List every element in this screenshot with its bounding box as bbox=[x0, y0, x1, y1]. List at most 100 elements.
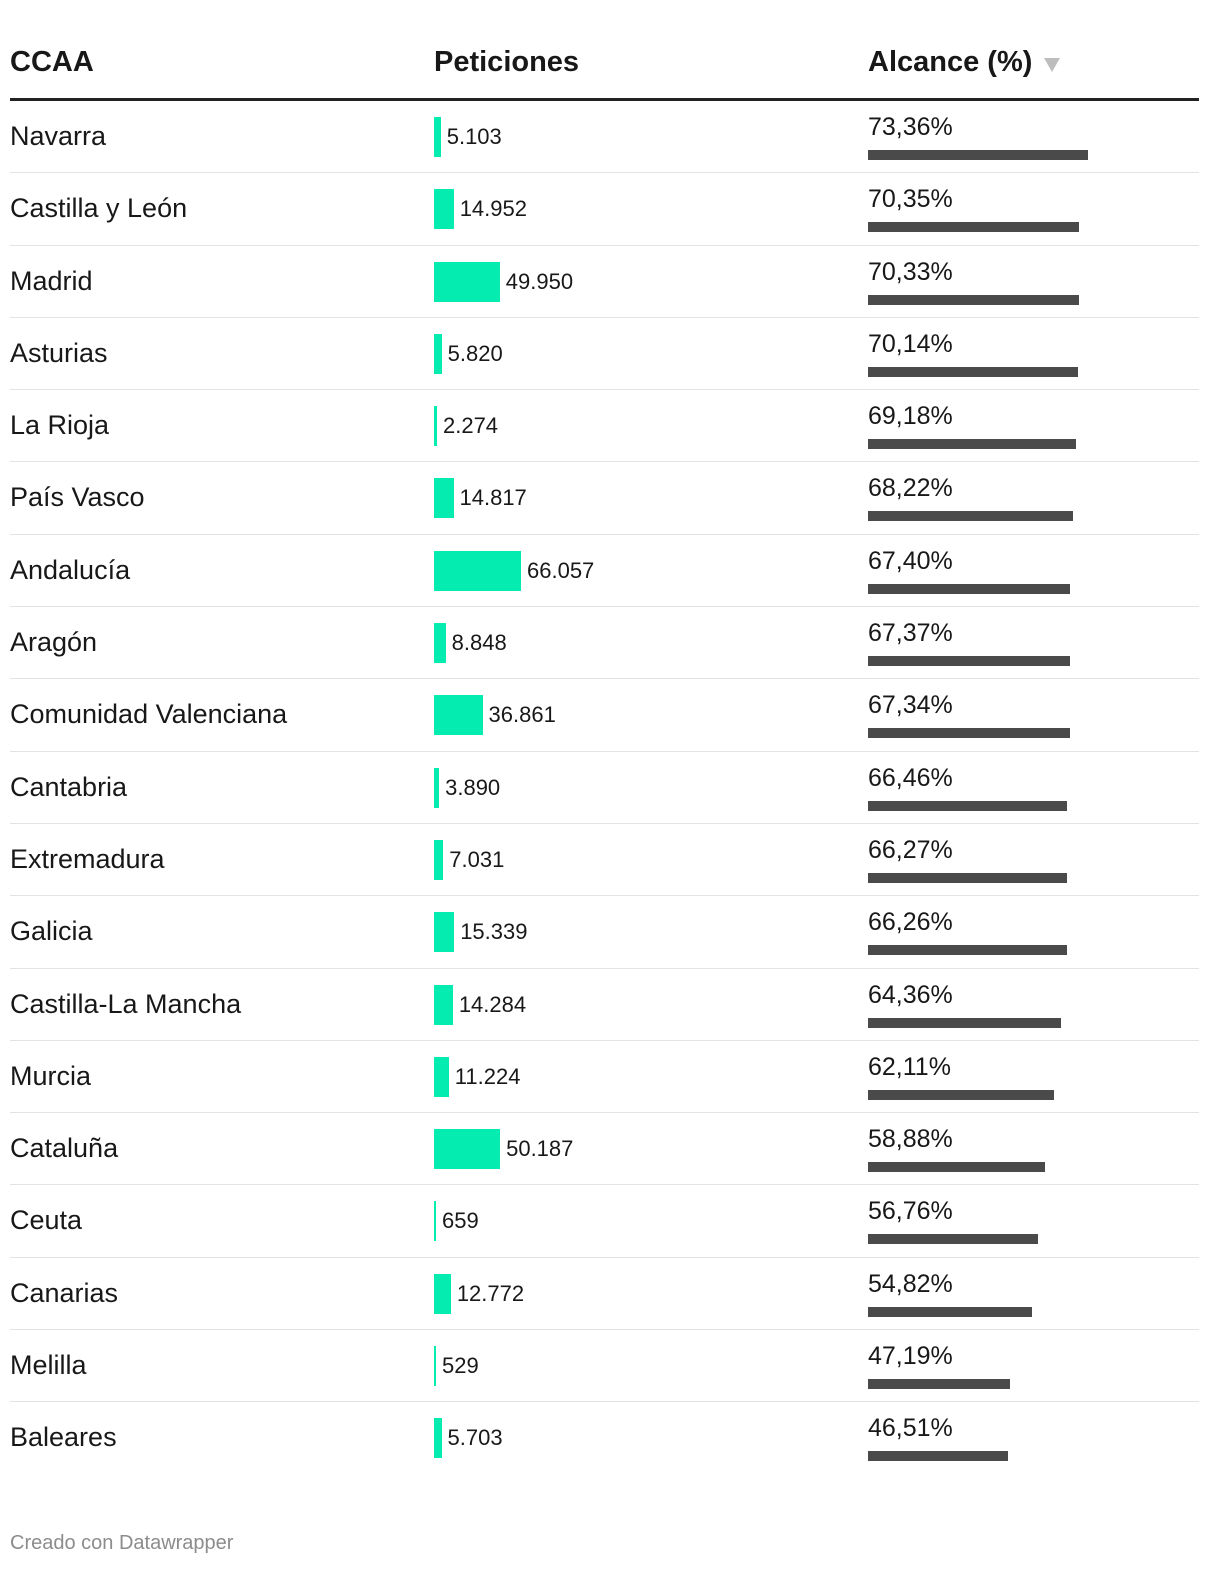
cell-peticiones: 8.848 bbox=[434, 623, 507, 664]
cell-alcance: 62,11% bbox=[868, 1053, 1055, 1100]
peticiones-value: 8.848 bbox=[451, 630, 507, 656]
alcance-value: 46,51% bbox=[868, 1414, 953, 1443]
peticiones-value: 49.950 bbox=[505, 268, 574, 294]
table-row: Madrid 49.950 70,33% bbox=[10, 246, 1199, 318]
column-header-ccaa[interactable]: CCAA bbox=[10, 46, 94, 78]
cell-alcance: 66,46% bbox=[868, 763, 1068, 811]
table-row: Murcia 11.224 62,11% bbox=[10, 1041, 1199, 1114]
cell-ccaa: Canarias bbox=[10, 1277, 119, 1308]
peticiones-value: 14.284 bbox=[458, 991, 527, 1017]
peticiones-bar bbox=[434, 406, 437, 447]
cell-peticiones: 529 bbox=[434, 1346, 479, 1387]
cell-peticiones: 3.890 bbox=[434, 767, 501, 808]
cell-peticiones: 15.339 bbox=[434, 912, 528, 953]
peticiones-bar bbox=[434, 550, 521, 591]
alcance-bar bbox=[868, 728, 1071, 739]
peticiones-value: 66.057 bbox=[527, 557, 595, 583]
peticiones-value: 529 bbox=[442, 1353, 479, 1379]
peticiones-value: 5.103 bbox=[446, 124, 502, 149]
peticiones-value: 5.820 bbox=[447, 340, 503, 366]
peticiones-value: 659 bbox=[442, 1208, 479, 1234]
alcance-value: 68,22% bbox=[868, 474, 953, 503]
table-row: Galicia 15.339 66,26% bbox=[10, 896, 1199, 969]
cell-peticiones: 5.103 bbox=[434, 117, 502, 157]
alcance-value: 66,46% bbox=[868, 763, 953, 792]
peticiones-value: 12.772 bbox=[456, 1280, 525, 1306]
table-row: Canarias 12.772 54,82% bbox=[10, 1258, 1199, 1331]
peticiones-bar bbox=[434, 1418, 442, 1459]
alcance-bar bbox=[868, 1017, 1062, 1028]
alcance-value: 70,14% bbox=[868, 329, 953, 358]
alcance-value: 58,88% bbox=[868, 1125, 953, 1154]
peticiones-value: 7.031 bbox=[449, 846, 505, 872]
cell-peticiones: 7.031 bbox=[434, 839, 505, 880]
peticiones-value: 14.952 bbox=[459, 196, 527, 222]
peticiones-bar bbox=[434, 1201, 436, 1242]
cell-ccaa: Galicia bbox=[10, 916, 93, 947]
cell-peticiones: 12.772 bbox=[434, 1273, 525, 1314]
alcance-value: 66,26% bbox=[868, 908, 953, 937]
cell-ccaa: Navarra bbox=[10, 121, 107, 151]
peticiones-bar bbox=[434, 1129, 501, 1170]
cell-ccaa: Comunidad Valenciana bbox=[10, 699, 288, 730]
peticiones-bar bbox=[434, 839, 444, 880]
cell-alcance: 73,36% bbox=[868, 113, 1089, 160]
cell-ccaa: Andalucía bbox=[10, 554, 131, 585]
alcance-bar bbox=[868, 366, 1079, 377]
table-row: Navarra 5.103 73,36% bbox=[10, 101, 1199, 174]
peticiones-bar bbox=[434, 189, 454, 230]
peticiones-value: 15.339 bbox=[460, 919, 528, 945]
cell-peticiones: 14.284 bbox=[434, 984, 527, 1025]
cell-alcance: 67,34% bbox=[868, 691, 1071, 739]
cell-alcance: 46,51% bbox=[868, 1414, 1008, 1462]
cell-ccaa: Cataluña bbox=[10, 1133, 119, 1164]
table-row: Extremadura 7.031 66,27% bbox=[10, 824, 1199, 897]
peticiones-value: 36.861 bbox=[488, 702, 556, 728]
cell-ccaa: Castilla y León bbox=[10, 193, 188, 224]
alcance-bar bbox=[868, 1451, 1008, 1462]
table-row: Ceuta 659 56,76% bbox=[10, 1185, 1199, 1258]
cell-peticiones: 14.952 bbox=[434, 189, 527, 230]
alcance-value: 64,36% bbox=[868, 980, 953, 1009]
peticiones-bar bbox=[434, 117, 441, 157]
alcance-bar bbox=[868, 1234, 1039, 1245]
table-row: Cantabria 3.890 66,46% bbox=[10, 752, 1199, 824]
alcance-bar bbox=[868, 150, 1089, 160]
cell-peticiones: 659 bbox=[434, 1201, 479, 1242]
column-header-alcance[interactable]: Alcance (%) bbox=[868, 46, 1061, 79]
table-row: Castilla y León 14.952 70,35% bbox=[10, 173, 1199, 246]
cell-alcance: 56,76% bbox=[868, 1197, 1039, 1245]
column-header-peticiones[interactable]: Peticiones bbox=[434, 46, 580, 78]
peticiones-value: 14.817 bbox=[459, 485, 527, 511]
table-row: Comunidad Valenciana 36.861 67,34% bbox=[10, 679, 1199, 752]
cell-peticiones: 36.861 bbox=[434, 695, 556, 736]
cell-alcance: 68,22% bbox=[868, 474, 1073, 522]
peticiones-value: 5.703 bbox=[447, 1425, 503, 1451]
cell-ccaa: Murcia bbox=[10, 1060, 92, 1091]
cell-alcance: 64,36% bbox=[868, 980, 1062, 1028]
table-row: Aragón 8.848 67,37% bbox=[10, 607, 1199, 680]
alcance-value: 73,36% bbox=[868, 113, 953, 141]
alcance-bar bbox=[868, 1162, 1045, 1173]
table-row: Cataluña 50.187 58,88% bbox=[10, 1113, 1199, 1186]
cell-peticiones: 66.057 bbox=[434, 550, 595, 591]
cell-ccaa: Ceuta bbox=[10, 1205, 83, 1236]
alcance-bar bbox=[868, 800, 1068, 811]
alcance-value: 69,18% bbox=[868, 402, 953, 431]
alcance-value: 67,40% bbox=[868, 546, 953, 575]
table-header: CCAA Peticiones Alcance (%) bbox=[10, 0, 1199, 101]
peticiones-bar bbox=[434, 478, 454, 519]
cell-alcance: 66,26% bbox=[868, 908, 1067, 956]
peticiones-bar bbox=[434, 695, 483, 736]
cell-alcance: 54,82% bbox=[868, 1270, 1033, 1317]
alcance-bar bbox=[868, 945, 1067, 956]
sort-descending-icon[interactable] bbox=[1044, 57, 1061, 72]
table-row: Andalucía 66.057 67,40% bbox=[10, 535, 1199, 608]
cell-ccaa: País Vasco bbox=[10, 482, 145, 513]
cell-alcance: 47,19% bbox=[868, 1342, 1010, 1390]
alcance-bar bbox=[868, 583, 1071, 594]
peticiones-value: 3.890 bbox=[445, 774, 501, 800]
alcance-bar bbox=[868, 439, 1076, 450]
table-row: Castilla-La Mancha 14.284 64,36% bbox=[10, 969, 1199, 1041]
cell-alcance: 70,14% bbox=[868, 329, 1079, 377]
